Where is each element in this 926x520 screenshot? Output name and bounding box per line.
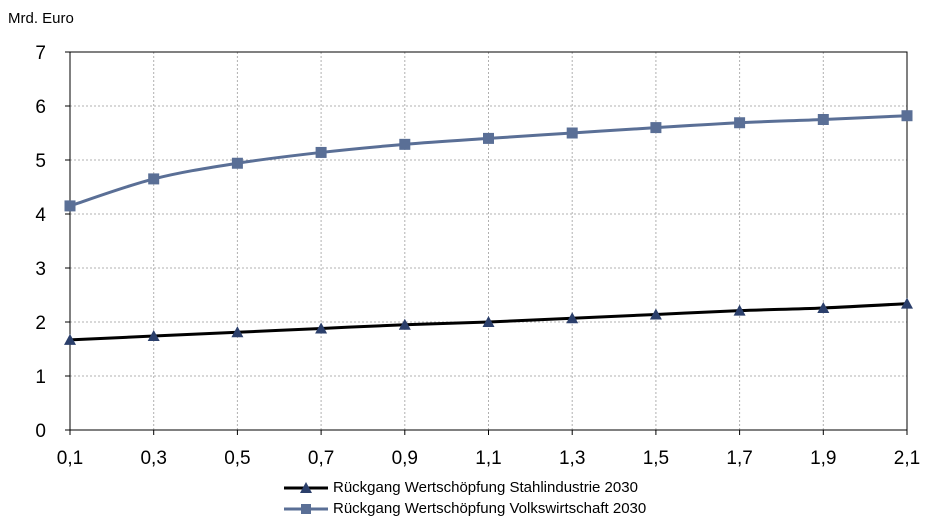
x-tick-label: 1,1 (475, 448, 501, 469)
data-point-triangle (147, 330, 160, 342)
y-tick-label: 4 (35, 205, 46, 226)
data-point-triangle (64, 333, 76, 345)
legend-label-stahlindustrie: Rückgang Wertschöpfung Stahlindustrie 20… (333, 479, 638, 496)
x-tick-label: 2,1 (894, 448, 920, 469)
data-point-square (64, 200, 76, 212)
data-point-square (817, 114, 829, 125)
x-tick-label: 1,7 (726, 448, 752, 469)
y-tick-label: 3 (35, 259, 46, 280)
data-point-triangle (566, 312, 579, 324)
y-axis-unit-label: Mrd. Euro (8, 10, 74, 27)
legend-label-volkswirtschaft: Rückgang Wertschöpfung Volkswirtschaft 2… (333, 500, 647, 517)
x-tick-label: 1,9 (810, 448, 836, 469)
data-point-square (148, 173, 160, 185)
y-tick-label: 1 (35, 367, 46, 388)
x-tick-label: 0,9 (392, 448, 418, 469)
data-point-square (566, 127, 578, 139)
x-tick-label: 0,7 (308, 448, 334, 469)
y-tick-label: 0 (35, 421, 46, 442)
y-tick-label: 6 (35, 97, 46, 118)
legend: Rückgang Wertschöpfung Stahlindustrie 20… (282, 477, 646, 519)
data-point-triangle (315, 322, 328, 334)
data-point-triangle (901, 297, 913, 309)
data-point-square (315, 146, 327, 158)
data-point-square (901, 110, 913, 122)
legend-entry-volkswirtschaft: Rückgang Wertschöpfung Volkswirtschaft 2… (282, 498, 646, 519)
data-point-triangle (231, 326, 244, 338)
x-tick-label: 0,3 (140, 448, 166, 469)
x-tick-label: 1,5 (643, 448, 669, 469)
data-point-square (734, 117, 746, 129)
legend-entry-stahlindustrie: Rückgang Wertschöpfung Stahlindustrie 20… (282, 477, 646, 498)
data-point-square (650, 122, 662, 134)
legend-line-triangle-icon (284, 481, 328, 493)
y-tick-label: 2 (35, 313, 46, 334)
x-tick-label: 1,3 (559, 448, 585, 469)
y-tick-label: 5 (35, 151, 46, 172)
data-point-triangle (817, 301, 830, 313)
data-point-square (483, 132, 494, 144)
data-point-triangle (398, 318, 411, 330)
data-point-triangle (482, 316, 495, 327)
data-point-square (231, 157, 243, 169)
data-point-triangle (733, 304, 746, 316)
legend-line-square-icon (284, 503, 328, 514)
data-point-triangle (649, 308, 662, 320)
x-tick-label: 0,5 (224, 448, 250, 469)
x-tick-label: 0,1 (57, 448, 83, 469)
y-tick-label: 7 (35, 43, 46, 64)
data-point-square (399, 138, 411, 150)
